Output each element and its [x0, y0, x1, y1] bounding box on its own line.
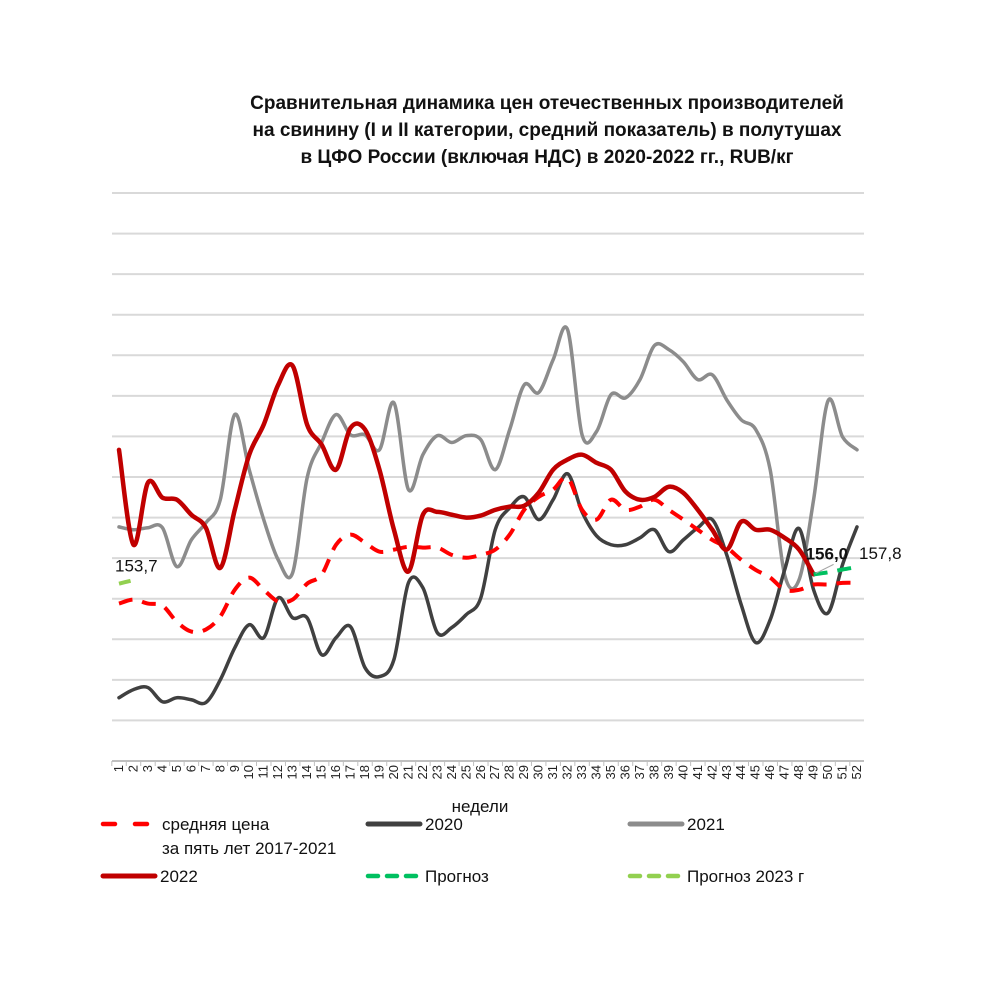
- x-tick-label: 18: [357, 765, 372, 779]
- x-tick-label: 16: [328, 765, 343, 779]
- x-tick-label: 2: [125, 765, 140, 772]
- data-label: 156,0: [806, 544, 849, 563]
- chart-title-line-1: Сравнительная динамика цен отечественных…: [250, 93, 844, 114]
- series-2022-line: [116, 362, 816, 577]
- x-tick-label: 5: [169, 765, 184, 772]
- legend-label: 2020: [425, 815, 463, 834]
- x-tick-label: 30: [531, 765, 546, 779]
- x-tick-label: 6: [183, 765, 198, 772]
- legend-item: Прогноз: [365, 867, 489, 886]
- legend-item: 2022: [100, 867, 198, 886]
- x-tick-label: 50: [820, 765, 835, 779]
- x-tick-label: 28: [502, 765, 517, 779]
- series-прогноз-2023-г-line: [118, 578, 132, 586]
- x-tick-label: 43: [719, 765, 734, 779]
- series-2020-line: [117, 472, 859, 706]
- x-tick-label: 15: [314, 765, 329, 779]
- legend-item: 2020: [365, 815, 463, 834]
- series-прогноз-line: [813, 565, 858, 577]
- x-tick-label: 38: [646, 765, 661, 779]
- x-tick-label: 17: [343, 765, 358, 779]
- x-tick-label: 40: [675, 765, 690, 779]
- legend-label: 2021: [687, 815, 725, 834]
- x-axis-label: недели: [452, 797, 509, 816]
- x-tick-label: 29: [516, 765, 531, 779]
- series-средняя-цена-за-пять-лет-2017-2021-line: [118, 475, 858, 635]
- chart-title: Сравнительная динамика цен отечественных…: [250, 93, 844, 168]
- x-tick-label: 22: [415, 765, 430, 779]
- x-tick-label: 10: [241, 765, 256, 779]
- x-tick-label: 39: [661, 765, 676, 779]
- x-tick-label: 37: [632, 765, 647, 779]
- data-label: 157,8: [859, 544, 902, 563]
- x-tick-label: 4: [154, 765, 169, 772]
- x-tick-label: 3: [140, 765, 155, 772]
- x-tick-label: 51: [835, 765, 850, 779]
- x-tick-label: 34: [589, 765, 604, 779]
- x-tick-label: 26: [473, 765, 488, 779]
- x-tick-label: 33: [574, 765, 589, 779]
- x-tick-label: 12: [270, 765, 285, 779]
- x-tick-label: 44: [733, 765, 748, 779]
- legend-item: Прогноз 2023 г: [627, 867, 804, 886]
- x-tick-label: 20: [386, 765, 401, 779]
- legend-item: 2021: [627, 815, 725, 834]
- leader-line: [815, 563, 834, 574]
- chart-title-line-2: на свинину (I и II категории, средний по…: [253, 120, 842, 141]
- x-tick-label: 52: [849, 765, 864, 779]
- x-tick-label: 25: [458, 765, 473, 779]
- x-tick-label: 47: [777, 765, 792, 779]
- x-tick-label: 31: [545, 765, 560, 779]
- x-tick-label: 36: [617, 765, 632, 779]
- x-tick-label: 21: [400, 765, 415, 779]
- x-tick-label: 1: [111, 765, 126, 772]
- legend: средняя цена за пять лет 2017-2021 2020 202…: [100, 815, 804, 886]
- x-tick-label: 27: [487, 765, 502, 779]
- legend-label: 2022: [160, 867, 198, 886]
- chart-title-line-3: в ЦФО России (включая НДС) в 2020-2022 г…: [300, 147, 793, 168]
- x-tick-label: 41: [690, 765, 705, 779]
- x-tick-label: 11: [256, 765, 271, 779]
- x-tick-label: 45: [748, 765, 763, 779]
- x-tick-label: 14: [299, 765, 314, 779]
- legend-label: Прогноз 2023 г: [687, 867, 804, 886]
- x-tick-label: 7: [198, 765, 213, 772]
- x-tick-label: 13: [285, 765, 300, 779]
- x-tick-label: 24: [444, 765, 459, 779]
- x-tick-label: 8: [212, 765, 227, 772]
- x-tick-label: 46: [762, 765, 777, 779]
- data-label: 153,7: [115, 557, 158, 576]
- x-tick-label: 49: [806, 765, 821, 779]
- x-tick-label: 19: [371, 765, 386, 779]
- x-tick-label: 42: [704, 765, 719, 779]
- legend-label: Прогноз: [425, 867, 489, 886]
- series-2021-line: [117, 325, 859, 591]
- x-tick-label: 48: [791, 765, 806, 779]
- legend-item: средняя цена за пять лет 2017-2021: [100, 815, 336, 858]
- x-tick-label: 35: [603, 765, 618, 779]
- x-tick-label: 32: [560, 765, 575, 779]
- x-tick-label: 23: [429, 765, 444, 779]
- legend-label: средняя цена: [162, 815, 270, 834]
- legend-label: за пять лет 2017-2021: [162, 839, 336, 858]
- x-tick-label: 9: [227, 765, 242, 772]
